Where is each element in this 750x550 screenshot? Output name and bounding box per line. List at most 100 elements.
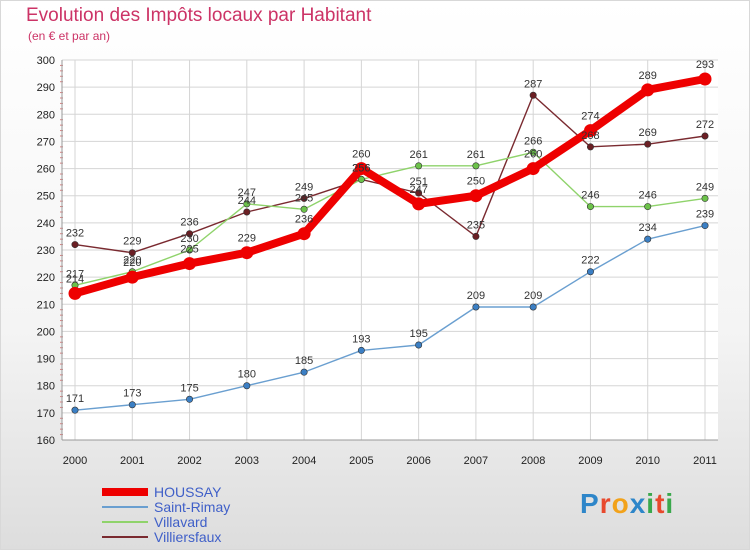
data-label-villavard: 220 bbox=[123, 255, 141, 267]
data-label-saint-rimay: 195 bbox=[409, 328, 427, 340]
data-label-villavard: 261 bbox=[409, 149, 427, 161]
data-label-villiersfaux: 236 bbox=[180, 217, 198, 229]
data-label-villavard: 246 bbox=[639, 190, 657, 202]
point-houssay bbox=[68, 286, 82, 300]
legend-label-houssay: HOUSSAY bbox=[154, 484, 222, 500]
data-label-saint-rimay: 234 bbox=[639, 222, 657, 234]
point-villiersfaux bbox=[128, 249, 136, 257]
data-label-houssay: 247 bbox=[409, 184, 427, 196]
point-villiersfaux bbox=[415, 189, 423, 197]
data-label-villavard: 245 bbox=[295, 192, 313, 204]
x-tick-label: 2007 bbox=[464, 455, 488, 467]
point-saint-rimay bbox=[644, 235, 652, 243]
point-villavard bbox=[644, 203, 652, 211]
point-houssay bbox=[183, 257, 197, 271]
point-villavard bbox=[415, 162, 423, 170]
legend-label-saint-rimay: Saint-Rimay bbox=[154, 499, 230, 515]
data-label-villavard: 249 bbox=[696, 181, 714, 193]
data-label-villavard: 247 bbox=[238, 187, 256, 199]
point-houssay bbox=[583, 124, 597, 138]
point-houssay bbox=[469, 189, 483, 203]
y-tick-label: 210 bbox=[37, 299, 55, 311]
data-label-villiersfaux: 251 bbox=[409, 176, 427, 188]
logo-letter: P bbox=[580, 488, 600, 519]
data-label-houssay: 289 bbox=[639, 70, 657, 82]
data-label-saint-rimay: 180 bbox=[238, 369, 256, 381]
logo-letter: o bbox=[611, 488, 630, 519]
y-tick-label: 300 bbox=[37, 55, 55, 67]
point-houssay bbox=[412, 197, 426, 211]
x-tick-label: 2003 bbox=[235, 455, 259, 467]
data-label-villiersfaux: 249 bbox=[295, 181, 313, 193]
legend-label-villavard: Villavard bbox=[154, 514, 207, 530]
point-villiersfaux bbox=[472, 232, 480, 240]
point-villavard bbox=[529, 148, 537, 156]
data-label-houssay: 260 bbox=[352, 149, 370, 161]
point-houssay bbox=[125, 270, 139, 284]
data-label-houssay: 250 bbox=[467, 176, 485, 188]
point-villiersfaux bbox=[529, 91, 537, 99]
point-saint-rimay bbox=[701, 222, 709, 230]
point-saint-rimay bbox=[186, 395, 194, 403]
data-label-houssay: 260 bbox=[524, 149, 542, 161]
logo-letter: t bbox=[655, 488, 666, 519]
y-tick-label: 280 bbox=[37, 109, 55, 121]
data-label-houssay: 229 bbox=[238, 233, 256, 245]
grid-lines bbox=[62, 59, 718, 441]
data-label-villiersfaux: 244 bbox=[238, 195, 256, 207]
point-villiersfaux bbox=[586, 143, 594, 151]
point-saint-rimay bbox=[415, 341, 423, 349]
data-label-saint-rimay: 175 bbox=[180, 382, 198, 394]
series-lines bbox=[68, 72, 712, 414]
data-label-houssay: 236 bbox=[295, 214, 313, 226]
point-saint-rimay bbox=[128, 401, 136, 409]
data-label-villavard: 266 bbox=[524, 135, 542, 147]
y-tick-label: 190 bbox=[37, 354, 55, 366]
x-tick-label: 2009 bbox=[578, 455, 602, 467]
x-tick-label: 2001 bbox=[120, 455, 144, 467]
y-tick-label: 170 bbox=[37, 408, 55, 420]
data-label-houssay: 214 bbox=[66, 273, 84, 285]
point-villavard bbox=[586, 203, 594, 211]
logo-letter: r bbox=[599, 488, 612, 519]
x-tick-label: 2000 bbox=[63, 455, 87, 467]
data-label-villavard: 261 bbox=[467, 149, 485, 161]
logo-letter: i bbox=[665, 488, 675, 519]
series-line-villavard bbox=[74, 151, 706, 286]
point-saint-rimay bbox=[357, 346, 365, 354]
point-houssay bbox=[354, 162, 368, 176]
data-label-houssay: 225 bbox=[180, 244, 198, 256]
point-villiersfaux bbox=[71, 241, 79, 249]
data-label-saint-rimay: 209 bbox=[467, 290, 485, 302]
data-label-houssay: 293 bbox=[696, 59, 714, 71]
data-label-villiersfaux: 235 bbox=[467, 219, 485, 231]
point-houssay bbox=[526, 162, 540, 176]
data-label-villavard: 256 bbox=[352, 162, 370, 174]
series-line-houssay bbox=[71, 75, 709, 298]
point-villavard bbox=[701, 194, 709, 202]
point-villiersfaux bbox=[186, 230, 194, 238]
logo-letter: i bbox=[646, 488, 656, 519]
y-tick-label: 200 bbox=[37, 326, 55, 338]
proxiti-logo: Proxiti bbox=[580, 488, 674, 520]
data-label-villiersfaux: 256 bbox=[352, 162, 370, 174]
data-label-villiersfaux: 272 bbox=[696, 119, 714, 131]
axes: 160 170 180 190 200 210 220 230 240 250 260 270 280 2… bbox=[37, 55, 718, 467]
point-villiersfaux bbox=[300, 194, 308, 202]
point-villavard bbox=[472, 162, 480, 170]
point-villiersfaux bbox=[701, 132, 709, 140]
point-saint-rimay bbox=[300, 368, 308, 376]
point-villavard bbox=[300, 205, 308, 213]
data-label-villiersfaux: 269 bbox=[639, 127, 657, 139]
x-tick-label: 2006 bbox=[406, 455, 430, 467]
point-saint-rimay bbox=[71, 406, 79, 414]
point-saint-rimay bbox=[472, 303, 480, 311]
point-houssay bbox=[698, 72, 712, 86]
point-villavard bbox=[243, 200, 251, 208]
point-villavard bbox=[357, 175, 365, 183]
data-label-villiersfaux: 268 bbox=[581, 130, 599, 142]
point-houssay bbox=[240, 246, 254, 260]
data-label-saint-rimay: 185 bbox=[295, 355, 313, 367]
